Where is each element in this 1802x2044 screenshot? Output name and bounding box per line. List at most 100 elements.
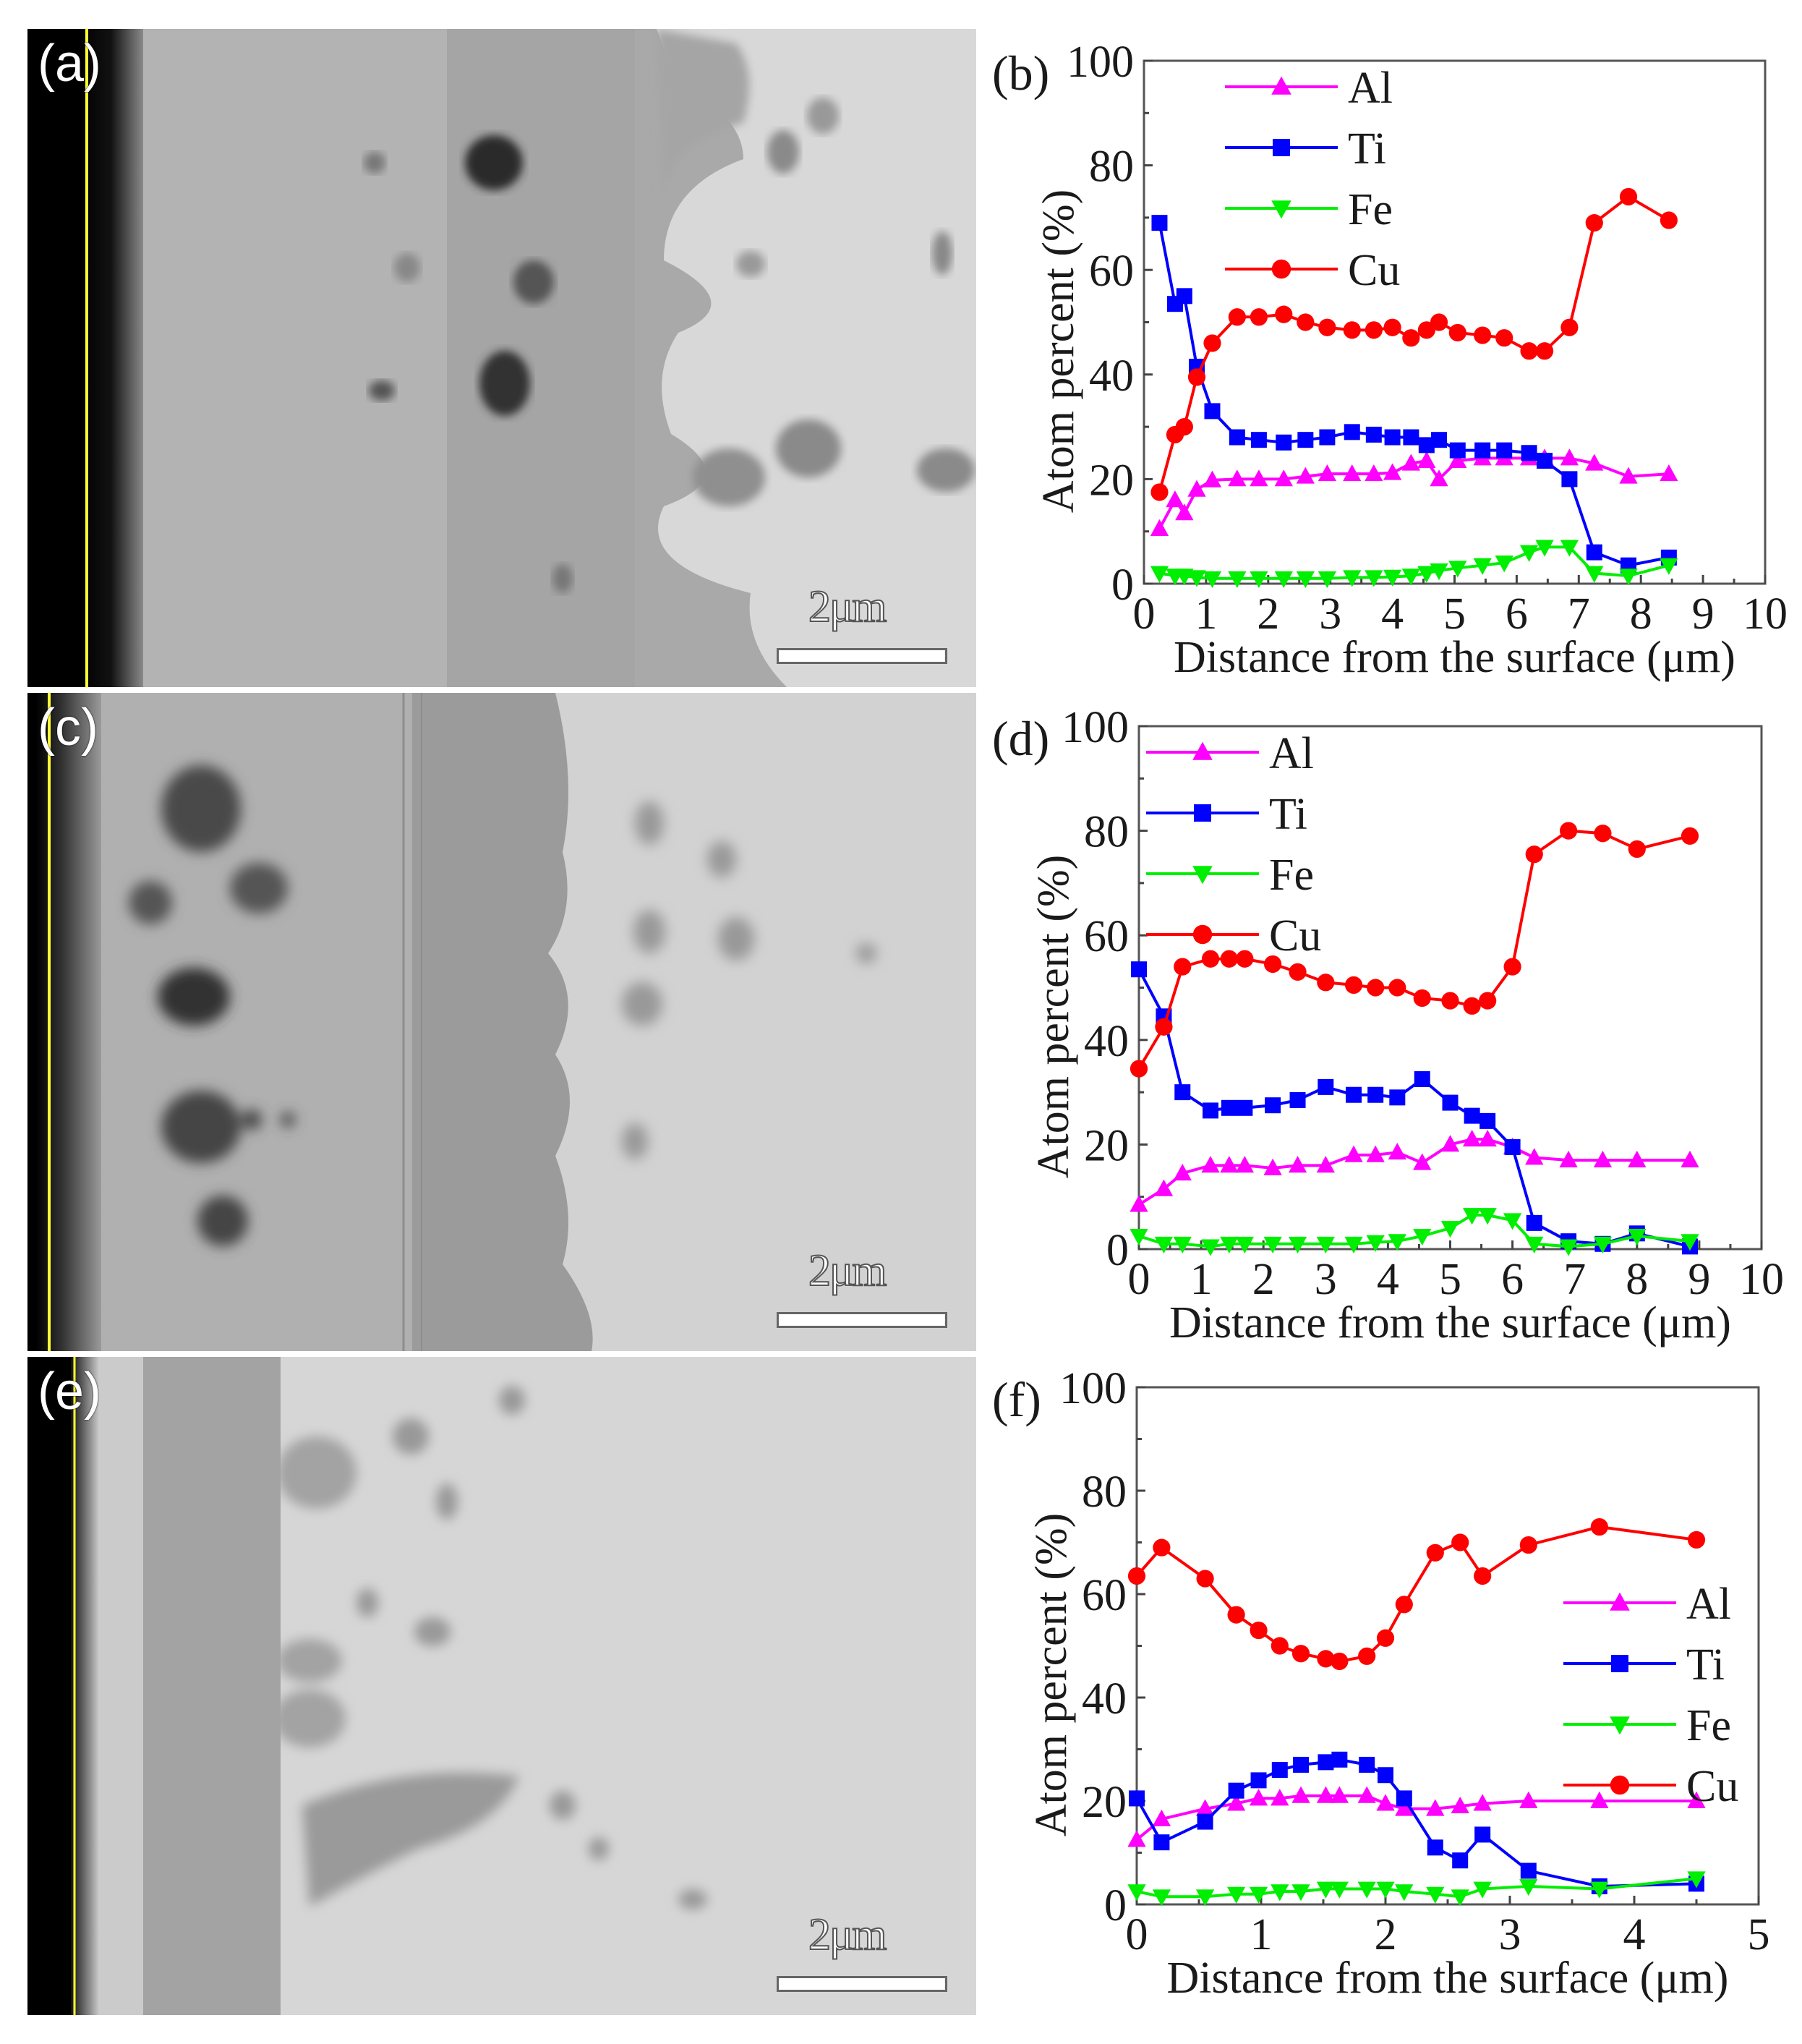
triangle-up-marker-icon (1440, 1135, 1460, 1152)
series-fe (1150, 540, 1678, 588)
scale-bar-label: 2μm (808, 1910, 887, 1959)
triangle-down-marker-icon (1288, 1236, 1307, 1253)
triangle-down-marker-icon (1590, 1881, 1609, 1899)
y-tick-label: 100 (1062, 703, 1129, 752)
series-line (1137, 1138, 1690, 1206)
series-line (1135, 1525, 1697, 1663)
series-fe (1127, 1871, 1706, 1907)
triangle-up-marker-icon (1559, 1150, 1578, 1167)
circle-marker-icon (1130, 1060, 1148, 1078)
triangle-down-marker-icon (1473, 1881, 1492, 1899)
circle-marker-icon (1426, 1543, 1444, 1562)
legend-label: Fe (1348, 185, 1393, 234)
triangle-up-marker-icon (1478, 1129, 1497, 1147)
series-al (1127, 1786, 1706, 1847)
circle-marker-icon (1271, 1637, 1289, 1655)
legend-item-ti: Ti (1563, 1640, 1725, 1690)
circle-marker-icon (1127, 1567, 1146, 1585)
scale-bar-line (777, 648, 947, 664)
triangle-down-marker-icon (1660, 558, 1678, 575)
sem-image-c (27, 693, 976, 1351)
square-marker-icon (1174, 1084, 1191, 1101)
triangle-down-marker-icon (1192, 866, 1213, 885)
circle-marker-icon (1463, 997, 1481, 1015)
triangle-up-marker-icon (1203, 470, 1222, 487)
triangle-down-marker-icon (1152, 1889, 1171, 1907)
circle-marker-icon (1297, 313, 1315, 331)
triangle-up-marker-icon (1413, 1153, 1432, 1170)
panel-label-c: (c) (38, 699, 98, 757)
triangle-up-marker-icon (1343, 464, 1362, 482)
circle-marker-icon (1376, 1629, 1395, 1647)
x-tick-label: 1 (1250, 1910, 1273, 1959)
x-tick-label: 2 (1257, 589, 1279, 639)
triangle-down-marker-icon (1235, 1236, 1255, 1253)
triangle-down-marker-icon (1150, 566, 1169, 583)
triangle-down-marker-icon (1187, 570, 1206, 587)
triangle-up-marker-icon (1426, 1799, 1445, 1816)
circle-marker-icon (1479, 992, 1497, 1010)
scale-bar-c: 2μm (777, 1248, 950, 1328)
triangle-up-marker-icon (1316, 1156, 1335, 1173)
triangle-up-marker-icon (1235, 1156, 1255, 1173)
square-marker-icon (1431, 432, 1448, 448)
square-marker-icon (1250, 432, 1267, 448)
triangle-up-marker-icon (1610, 1592, 1630, 1611)
square-marker-icon (1151, 215, 1168, 231)
triangle-down-marker-icon (1249, 1886, 1268, 1904)
micrograph-a: (a) 2μm (27, 29, 976, 687)
circle-marker-icon (1448, 323, 1466, 342)
square-marker-icon (1561, 471, 1578, 487)
triangle-down-marker-icon (1228, 571, 1247, 588)
square-marker-icon (1367, 1086, 1384, 1103)
triangle-down-marker-icon (1525, 1236, 1544, 1253)
circle-marker-icon (1474, 1567, 1492, 1585)
triangle-down-marker-icon (1343, 570, 1362, 587)
triangle-up-marker-icon (1366, 1145, 1385, 1162)
panel-label: (b) (992, 46, 1049, 101)
square-marker-icon (1389, 1089, 1406, 1106)
circle-marker-icon (1228, 308, 1246, 326)
triangle-down-marker-icon (1203, 571, 1222, 588)
square-marker-icon (1479, 1112, 1496, 1129)
circle-marker-icon (1317, 974, 1335, 992)
triangle-up-marker-icon (1395, 1799, 1414, 1816)
triangle-up-marker-icon (1166, 490, 1184, 508)
y-tick-label: 60 (1089, 247, 1134, 296)
circle-marker-icon (1174, 958, 1192, 976)
triangle-up-marker-icon (1226, 1794, 1246, 1811)
x-tick-label: 5 (1443, 589, 1466, 639)
triangle-up-marker-icon (1451, 1796, 1469, 1814)
circle-marker-icon (1289, 963, 1307, 981)
triangle-up-marker-icon (1357, 1786, 1376, 1803)
triangle-up-marker-icon (1687, 1791, 1706, 1808)
triangle-up-marker-icon (1318, 464, 1337, 482)
triangle-down-marker-icon (1296, 571, 1315, 588)
triangle-up-marker-icon (1173, 1163, 1192, 1181)
triangle-up-marker-icon (1249, 1789, 1268, 1806)
y-tick-label: 60 (1082, 1571, 1127, 1620)
y-axis-label: Atom percent (%) (1027, 1513, 1076, 1837)
x-tick-label: 3 (1499, 1910, 1521, 1959)
x-tick-label: 7 (1568, 589, 1590, 639)
circle-marker-icon (1525, 846, 1543, 864)
series-cu (1130, 822, 1699, 1078)
series-fe (1130, 1208, 1699, 1256)
circle-marker-icon (1275, 305, 1293, 323)
x-tick-label: 1 (1195, 589, 1217, 639)
triangle-down-marker-icon (1535, 540, 1554, 557)
triangle-down-marker-icon (1316, 1881, 1336, 1899)
triangle-down-marker-icon (1220, 1236, 1239, 1253)
panel-label: (d) (992, 711, 1049, 766)
legend-label: Ti (1348, 124, 1386, 174)
y-tick-label: 20 (1089, 456, 1134, 505)
series-ti (1131, 961, 1698, 1255)
triangle-up-marker-icon (1271, 1789, 1289, 1806)
legend-item-al: Al (1563, 1580, 1731, 1629)
chart-d: 0 20 40 60 80 100 0 1 2 3 4 5 6 7 8 9 10 Distance from th… (992, 694, 1795, 1353)
square-marker-icon (1442, 1094, 1459, 1111)
triangle-up-marker-icon (1220, 1156, 1239, 1173)
triangle-up-marker-icon (1462, 1129, 1482, 1147)
circle-marker-icon (1687, 1530, 1706, 1549)
